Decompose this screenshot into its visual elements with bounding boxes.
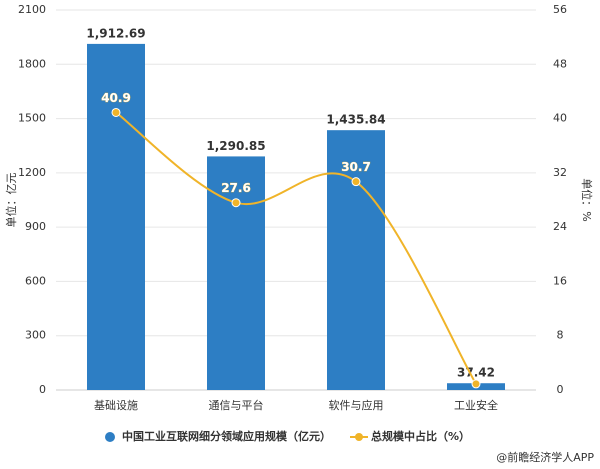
- y-tick-label: 1800: [18, 57, 46, 70]
- line-point: [471, 379, 481, 389]
- bar-value-label: 1,290.85: [206, 139, 265, 153]
- y-tick-label: 300: [25, 329, 46, 342]
- line-point: [231, 198, 241, 208]
- y-tick-label: 600: [25, 274, 46, 287]
- y-tick-label: 1500: [18, 112, 46, 125]
- x-tick-label: 基础设施: [94, 399, 138, 412]
- y-tick-label: 0: [39, 383, 46, 396]
- y-tick-label: 2100: [18, 3, 46, 16]
- y2-tick-label: 24: [553, 220, 567, 233]
- legend-label: 总规模中占比（%）: [371, 429, 470, 443]
- line-point: [111, 107, 121, 117]
- x-tick-label: 软件与应用: [329, 398, 384, 412]
- source: @前瞻经济学人APP: [496, 450, 594, 464]
- y2-tick-label: 16: [553, 274, 567, 287]
- x-tick-label: 工业安全: [454, 398, 498, 412]
- bar: [87, 43, 145, 390]
- y-tick-label: 900: [25, 220, 46, 233]
- line-point: [351, 177, 361, 187]
- y2-tick-label: 8: [557, 329, 564, 342]
- line-value-label: 40.9: [101, 91, 131, 105]
- y2-tick-label: 56: [553, 3, 567, 16]
- line-value-label: 27.6: [221, 181, 251, 195]
- bar-value-label: 1,435.84: [326, 113, 385, 127]
- y2-tick-label: 0: [557, 383, 564, 396]
- legend-swatch: [105, 432, 115, 442]
- bar-value-label: 1,912.69: [86, 26, 145, 40]
- legend-swatch: [355, 433, 363, 441]
- x-tick-label: 通信与平台: [209, 398, 264, 412]
- bar-value-label: 37.42: [457, 366, 495, 380]
- legend-label: 中国工业互联网细分领域应用规模（亿元）: [122, 429, 331, 443]
- y-axis-title: 单位：亿元: [4, 173, 18, 228]
- y2-tick-label: 40: [553, 112, 567, 125]
- line: [115, 111, 477, 385]
- line-value-label: 30.7: [341, 160, 371, 174]
- y-tick-label: 1200: [18, 166, 46, 179]
- y2-tick-label: 32: [553, 166, 567, 179]
- y2-tick-label: 48: [553, 57, 567, 70]
- y2-axis-title: 单位：%: [580, 178, 594, 221]
